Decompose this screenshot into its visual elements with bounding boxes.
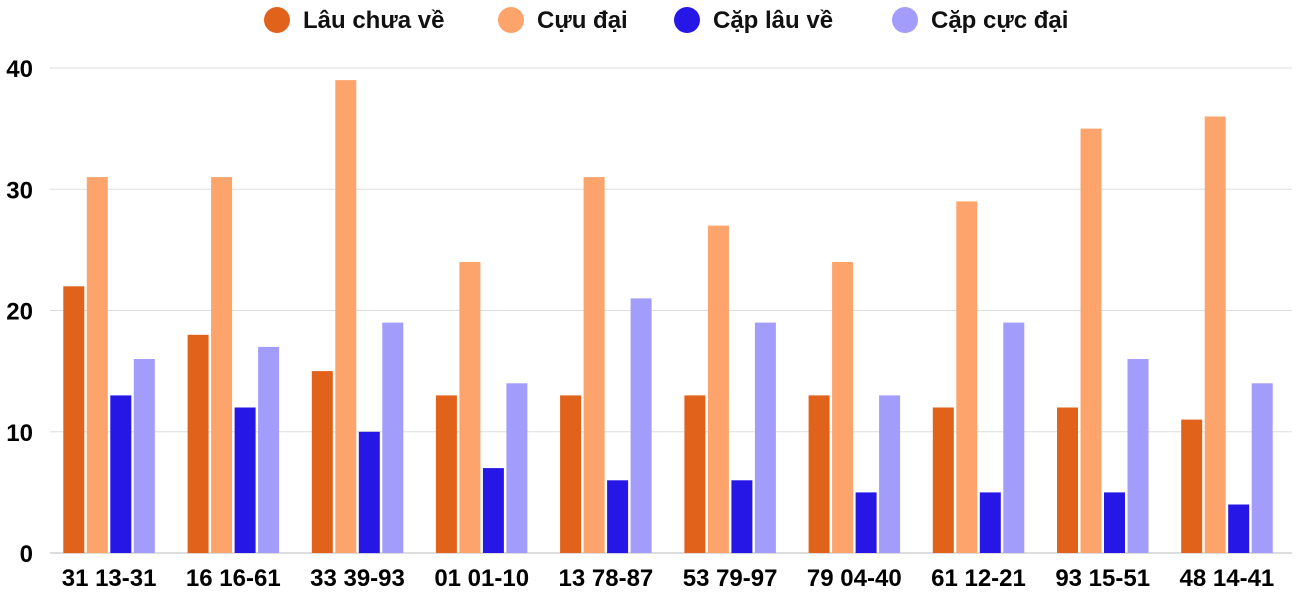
bar [707,225,729,553]
bar [258,346,280,553]
x-tick-label: 61 12-21 [931,565,1026,592]
bar [754,322,776,553]
bar [187,334,209,554]
bars [63,80,1273,554]
bar [560,395,582,553]
bar [1080,128,1102,553]
bar [1251,383,1273,554]
x-tick-label: 79 04-40 [807,565,902,592]
bar [133,359,155,553]
x-tick-label: 13 78-87 [559,565,654,592]
bar [879,395,901,553]
x-tick-label: 53 79-97 [683,565,778,592]
bar [1104,492,1125,553]
legend-label: Cựu đại [537,7,628,34]
legend: Lâu chưa về Cựu đại Cặp lâu về Cặp cực đại [264,7,1068,34]
bar [731,480,753,554]
y-axis: 0 10 20 30 40 [6,56,33,568]
legend-swatch [892,7,918,33]
x-tick-label: 48 14-41 [1180,565,1275,592]
bar [459,262,481,553]
bar [506,383,528,554]
bar [311,371,333,553]
bar [435,395,457,553]
bar [234,407,256,553]
bar [979,492,1001,553]
bar [358,431,380,554]
y-tick-label: 10 [6,420,33,447]
bar [1057,407,1078,553]
bar [63,286,85,554]
x-tick-label: 31 13-31 [62,565,157,592]
y-tick-label: 0 [20,541,33,568]
bar [832,262,854,553]
bar [335,80,357,553]
legend-label: Lâu chưa về [303,7,444,34]
bar [110,395,132,553]
bar [1003,322,1025,553]
x-tick-label: 93 15-51 [1055,565,1150,592]
bar [607,480,629,554]
x-tick-label: 01 01-10 [434,565,529,592]
bar [1127,359,1149,553]
x-tick-label: 16 16-61 [186,565,281,592]
bar [482,468,504,553]
bar [211,177,233,553]
x-tick-label: 33 39-93 [310,565,405,592]
bar [630,298,652,553]
bar [1204,116,1226,553]
bar [956,201,978,553]
bar [808,395,830,553]
legend-swatch [674,7,700,33]
legend-swatch [498,7,524,33]
bar [1181,419,1203,553]
y-tick-label: 20 [6,299,33,326]
legend-swatch [264,7,290,33]
bar [583,177,605,553]
y-tick-label: 30 [6,177,33,204]
bar [855,492,877,553]
bar [1228,504,1250,553]
bar [932,407,954,553]
legend-label: Cặp cực đại [931,7,1068,34]
bar [86,177,108,553]
bar [684,395,706,553]
x-axis: 31 13-31 16 16-61 33 39-93 01 01-10 13 78-87… [62,565,1275,592]
legend-label: Cặp lâu về [713,7,833,34]
bar [382,322,404,553]
y-tick-label: 40 [6,56,33,83]
